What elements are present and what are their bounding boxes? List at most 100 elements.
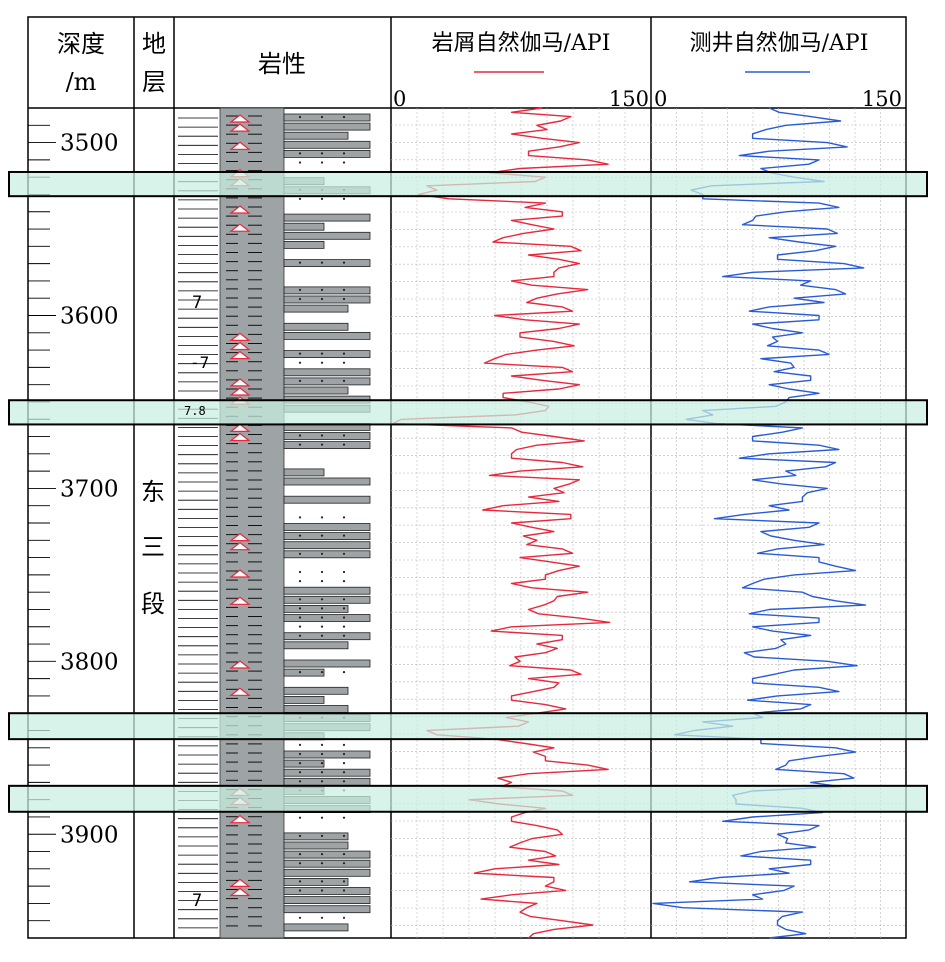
lith-red-triangle [229,223,251,232]
depth-tick-label: 3900 [60,822,119,848]
lith-bed [283,905,371,914]
lith-dot [298,752,302,756]
logging-gamma-line [652,107,867,939]
lith-symbol-7-lower: 7 [192,891,202,911]
logging-axis-min: 0 [654,87,667,111]
lith-dot [298,570,302,574]
lith-dot [298,834,302,838]
lith-bed [283,923,349,932]
cuttings-gamma-line [392,107,611,939]
lith-red-triangle [229,387,251,396]
lith-dot [298,580,302,583]
lith-bed [283,586,371,595]
lith-red-triangle [229,541,251,551]
lith-red-triangle [229,341,251,351]
lith-bed [283,322,349,331]
lith-dot [342,752,346,756]
lith-bed [283,259,371,268]
lith-dot [320,762,324,765]
lith-dot [320,853,324,856]
lith-dot [342,780,346,783]
lith-dot [342,161,346,164]
lith-dot [320,862,324,865]
highlight-band-1 [8,170,928,198]
lith-dot [342,862,346,865]
lith-dot [342,197,346,200]
highlight-band-2 [8,399,928,426]
lith-dot [342,889,346,892]
lith-dot [320,752,324,756]
lith-red-triangle [229,569,251,578]
lith-dot [320,161,324,164]
lith-bed [283,550,371,559]
lith-dot [342,434,346,437]
lith-dot [320,671,324,674]
lith-dot [342,916,346,919]
lith-bed [283,750,371,759]
lith-dot [298,197,302,200]
lith-dot [342,834,346,838]
lith-bed [283,495,371,504]
lith-red-triangle [229,123,251,132]
lith-bed [283,432,371,440]
lith-dot [342,853,346,856]
lith-red-triangle [229,114,251,123]
lith-bed [283,696,325,704]
lith-core-column [219,107,285,939]
lith-dot [320,771,324,774]
lith-bed [283,641,349,650]
lith-dot [342,616,346,619]
lith-red-triangle [229,378,251,387]
lith-dot [320,197,324,200]
lith-bed [283,131,349,140]
lith-dot [298,434,302,437]
lith-bed [283,841,349,850]
lith-dot [320,443,324,446]
lith-dot [320,552,324,555]
highlight-bands [8,170,928,813]
strata-header-line1: 地 [142,30,166,58]
gamma-grid [391,108,906,938]
lith-dot [320,743,324,747]
lith-dot [342,115,346,119]
lith-dot [320,570,324,574]
lith-dot [298,516,302,519]
lith-bed [283,668,325,677]
highlight-band-4 [8,784,928,813]
lith-red-triangle [229,596,251,605]
lith-bed [283,304,349,313]
lith-red-triangle [229,332,251,341]
lithology-column [178,107,371,939]
cuttings-gr-title: 岩屑自然伽马/API [432,31,611,56]
lith-red-triangle [229,687,251,696]
lith-dot [298,607,302,610]
lith-bed [283,377,371,386]
lith-dot [342,634,346,637]
lith-dot [320,152,324,155]
lith-dot [298,625,302,628]
lith-dot [342,379,346,382]
lith-dot [342,762,346,765]
lith-dot [298,288,302,291]
lith-symbol-78: 7.8 [184,404,206,418]
lith-dot [320,379,324,382]
lith-dot [320,580,324,583]
lith-dot [320,816,324,819]
lith-dot [320,361,324,364]
lith-dot [342,534,346,537]
lith-dot [342,598,346,601]
lith-red-triangle [229,887,251,897]
logging-axis-max: 150 [862,87,902,111]
lith-bed [283,213,371,222]
strata-header-line2: 层 [142,68,166,96]
lith-bed [283,532,371,540]
depth-header-line2: /m [66,68,97,96]
lith-dot [298,616,302,619]
lith-bed [283,140,371,149]
lith-dot [320,889,324,892]
lith-dot [298,880,302,883]
lith-dot [298,762,302,765]
gamma-series [392,107,867,939]
lith-dot [298,534,302,537]
lith-bed [283,113,371,122]
